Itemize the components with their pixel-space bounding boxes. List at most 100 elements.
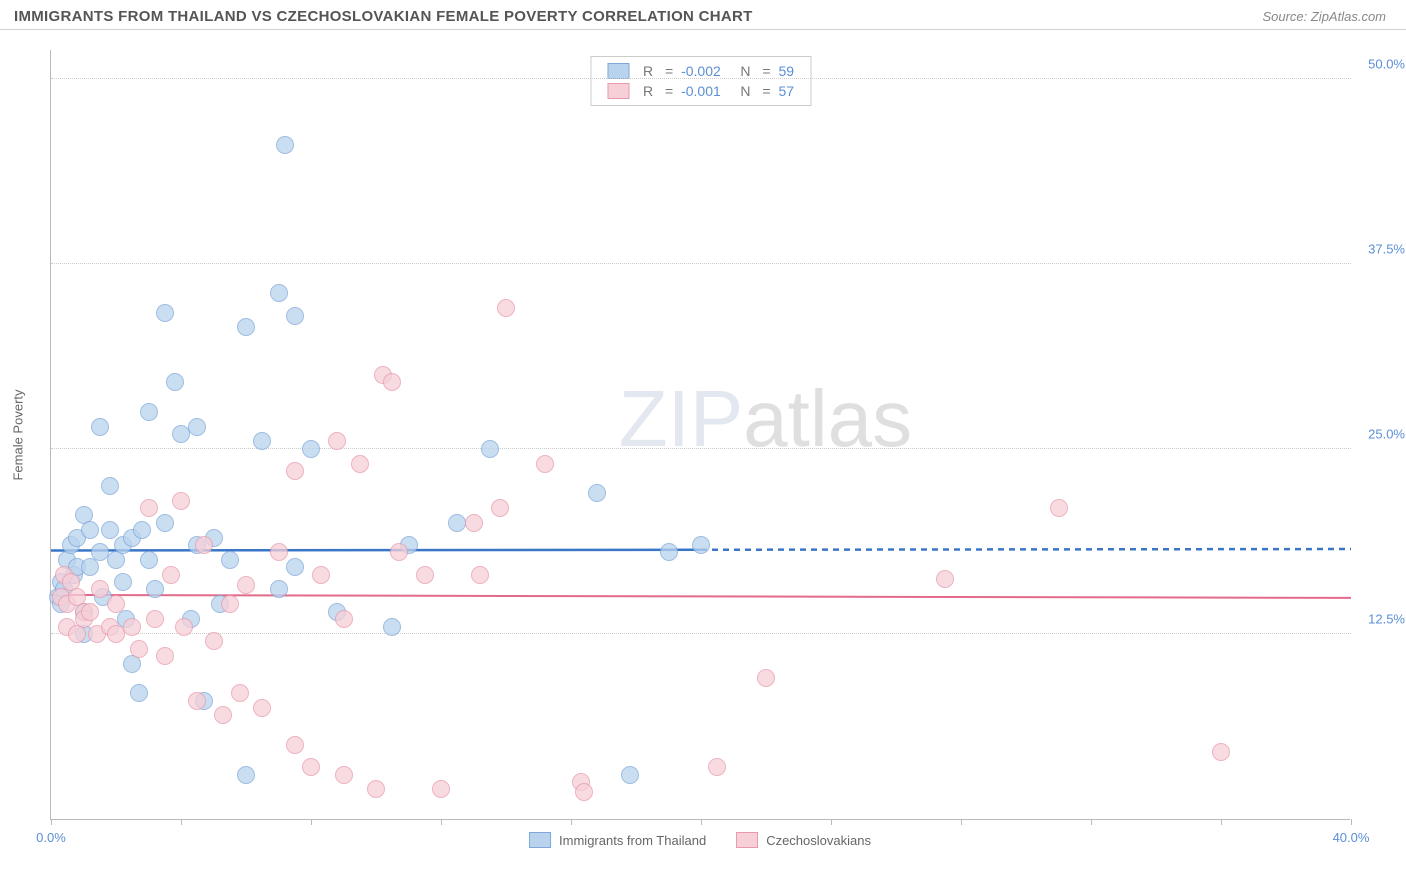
n-label: N bbox=[740, 63, 750, 79]
scatter-point-thailand bbox=[276, 136, 294, 154]
x-tick bbox=[311, 819, 312, 825]
scatter-point-czech bbox=[172, 492, 190, 510]
chart-area: Female Poverty ZIPatlas R = -0.002 N = 5… bbox=[50, 50, 1350, 820]
n-label: N bbox=[740, 83, 750, 99]
scatter-point-czech bbox=[286, 462, 304, 480]
scatter-point-czech bbox=[936, 570, 954, 588]
scatter-point-czech bbox=[270, 543, 288, 561]
scatter-point-czech bbox=[107, 595, 125, 613]
scatter-point-czech bbox=[757, 669, 775, 687]
scatter-point-thailand bbox=[166, 373, 184, 391]
scatter-point-czech bbox=[383, 373, 401, 391]
x-tick bbox=[51, 819, 52, 825]
scatter-point-czech bbox=[188, 692, 206, 710]
watermark: ZIPatlas bbox=[619, 373, 912, 465]
scatter-point-thailand bbox=[383, 618, 401, 636]
scatter-point-czech bbox=[1050, 499, 1068, 517]
x-tick bbox=[1221, 819, 1222, 825]
scatter-point-czech bbox=[91, 580, 109, 598]
scatter-point-thailand bbox=[172, 425, 190, 443]
scatter-point-czech bbox=[312, 566, 330, 584]
scatter-point-czech bbox=[302, 758, 320, 776]
scatter-point-czech bbox=[432, 780, 450, 798]
legend-swatch-series-1 bbox=[607, 83, 629, 99]
scatter-point-thailand bbox=[114, 573, 132, 591]
n-value-0: 59 bbox=[778, 63, 794, 79]
scatter-point-thailand bbox=[188, 418, 206, 436]
scatter-point-czech bbox=[237, 576, 255, 594]
scatter-point-czech bbox=[286, 736, 304, 754]
r-value-1: -0.001 bbox=[681, 83, 721, 99]
scatter-point-thailand bbox=[146, 580, 164, 598]
scatter-point-czech bbox=[335, 766, 353, 784]
scatter-point-thailand bbox=[130, 684, 148, 702]
scatter-point-czech bbox=[130, 640, 148, 658]
scatter-point-czech bbox=[253, 699, 271, 717]
scatter-point-czech bbox=[214, 706, 232, 724]
eq-label: = bbox=[665, 63, 673, 79]
scatter-point-czech bbox=[465, 514, 483, 532]
x-tick bbox=[571, 819, 572, 825]
scatter-point-czech bbox=[708, 758, 726, 776]
scatter-point-czech bbox=[162, 566, 180, 584]
y-tick-label: 12.5% bbox=[1355, 611, 1405, 626]
scatter-point-czech bbox=[497, 299, 515, 317]
x-tick bbox=[961, 819, 962, 825]
legend-bottom-swatch-0 bbox=[529, 832, 551, 848]
correlation-legend: R = -0.002 N = 59 R = -0.001 N = bbox=[590, 56, 811, 106]
chart-title: IMMIGRANTS FROM THAILAND VS CZECHOSLOVAK… bbox=[14, 8, 753, 25]
scatter-point-thailand bbox=[692, 536, 710, 554]
trend-lines bbox=[51, 50, 1351, 820]
x-tick-label: 40.0% bbox=[1333, 830, 1370, 845]
scatter-point-czech bbox=[351, 455, 369, 473]
scatter-point-thailand bbox=[156, 304, 174, 322]
series-legend-item-0: Immigrants from Thailand bbox=[529, 832, 706, 848]
x-tick bbox=[1351, 819, 1352, 825]
gridline bbox=[51, 633, 1351, 634]
x-tick bbox=[1091, 819, 1092, 825]
x-tick bbox=[701, 819, 702, 825]
y-tick-label: 50.0% bbox=[1355, 56, 1405, 71]
scatter-point-czech bbox=[107, 625, 125, 643]
series-name-1: Czechoslovakians bbox=[766, 833, 871, 848]
eq-label: = bbox=[762, 83, 770, 99]
scatter-point-czech bbox=[81, 603, 99, 621]
scatter-point-thailand bbox=[270, 284, 288, 302]
scatter-point-thailand bbox=[140, 551, 158, 569]
scatter-point-czech bbox=[367, 780, 385, 798]
scatter-point-czech bbox=[140, 499, 158, 517]
scatter-point-thailand bbox=[302, 440, 320, 458]
eq-label: = bbox=[762, 63, 770, 79]
y-tick-label: 37.5% bbox=[1355, 241, 1405, 256]
scatter-point-czech bbox=[335, 610, 353, 628]
y-axis-label: Female Poverty bbox=[11, 389, 26, 480]
x-tick-label: 0.0% bbox=[36, 830, 66, 845]
scatter-point-czech bbox=[231, 684, 249, 702]
r-label: R bbox=[643, 83, 653, 99]
scatter-point-thailand bbox=[237, 318, 255, 336]
scatter-point-czech bbox=[575, 783, 593, 801]
legend-swatch-series-0 bbox=[607, 63, 629, 79]
watermark-zip: ZIP bbox=[619, 374, 743, 463]
scatter-point-thailand bbox=[588, 484, 606, 502]
plot-region: ZIPatlas R = -0.002 N = 59 R = bbox=[50, 50, 1350, 820]
r-value-0: -0.002 bbox=[681, 63, 721, 79]
scatter-point-czech bbox=[536, 455, 554, 473]
series-name-0: Immigrants from Thailand bbox=[559, 833, 706, 848]
scatter-point-thailand bbox=[101, 477, 119, 495]
scatter-point-thailand bbox=[91, 418, 109, 436]
eq-label: = bbox=[665, 83, 673, 99]
scatter-point-czech bbox=[156, 647, 174, 665]
series-legend: Immigrants from Thailand Czechoslovakian… bbox=[529, 832, 871, 848]
scatter-point-czech bbox=[175, 618, 193, 636]
chart-source: Source: ZipAtlas.com bbox=[1262, 9, 1386, 24]
scatter-point-thailand bbox=[156, 514, 174, 532]
scatter-point-thailand bbox=[221, 551, 239, 569]
y-tick-label: 25.0% bbox=[1355, 426, 1405, 441]
legend-bottom-swatch-1 bbox=[736, 832, 758, 848]
scatter-point-czech bbox=[390, 543, 408, 561]
scatter-point-czech bbox=[123, 618, 141, 636]
scatter-point-thailand bbox=[101, 521, 119, 539]
scatter-point-thailand bbox=[286, 558, 304, 576]
correlation-legend-row-2: R = -0.001 N = 57 bbox=[607, 81, 794, 101]
